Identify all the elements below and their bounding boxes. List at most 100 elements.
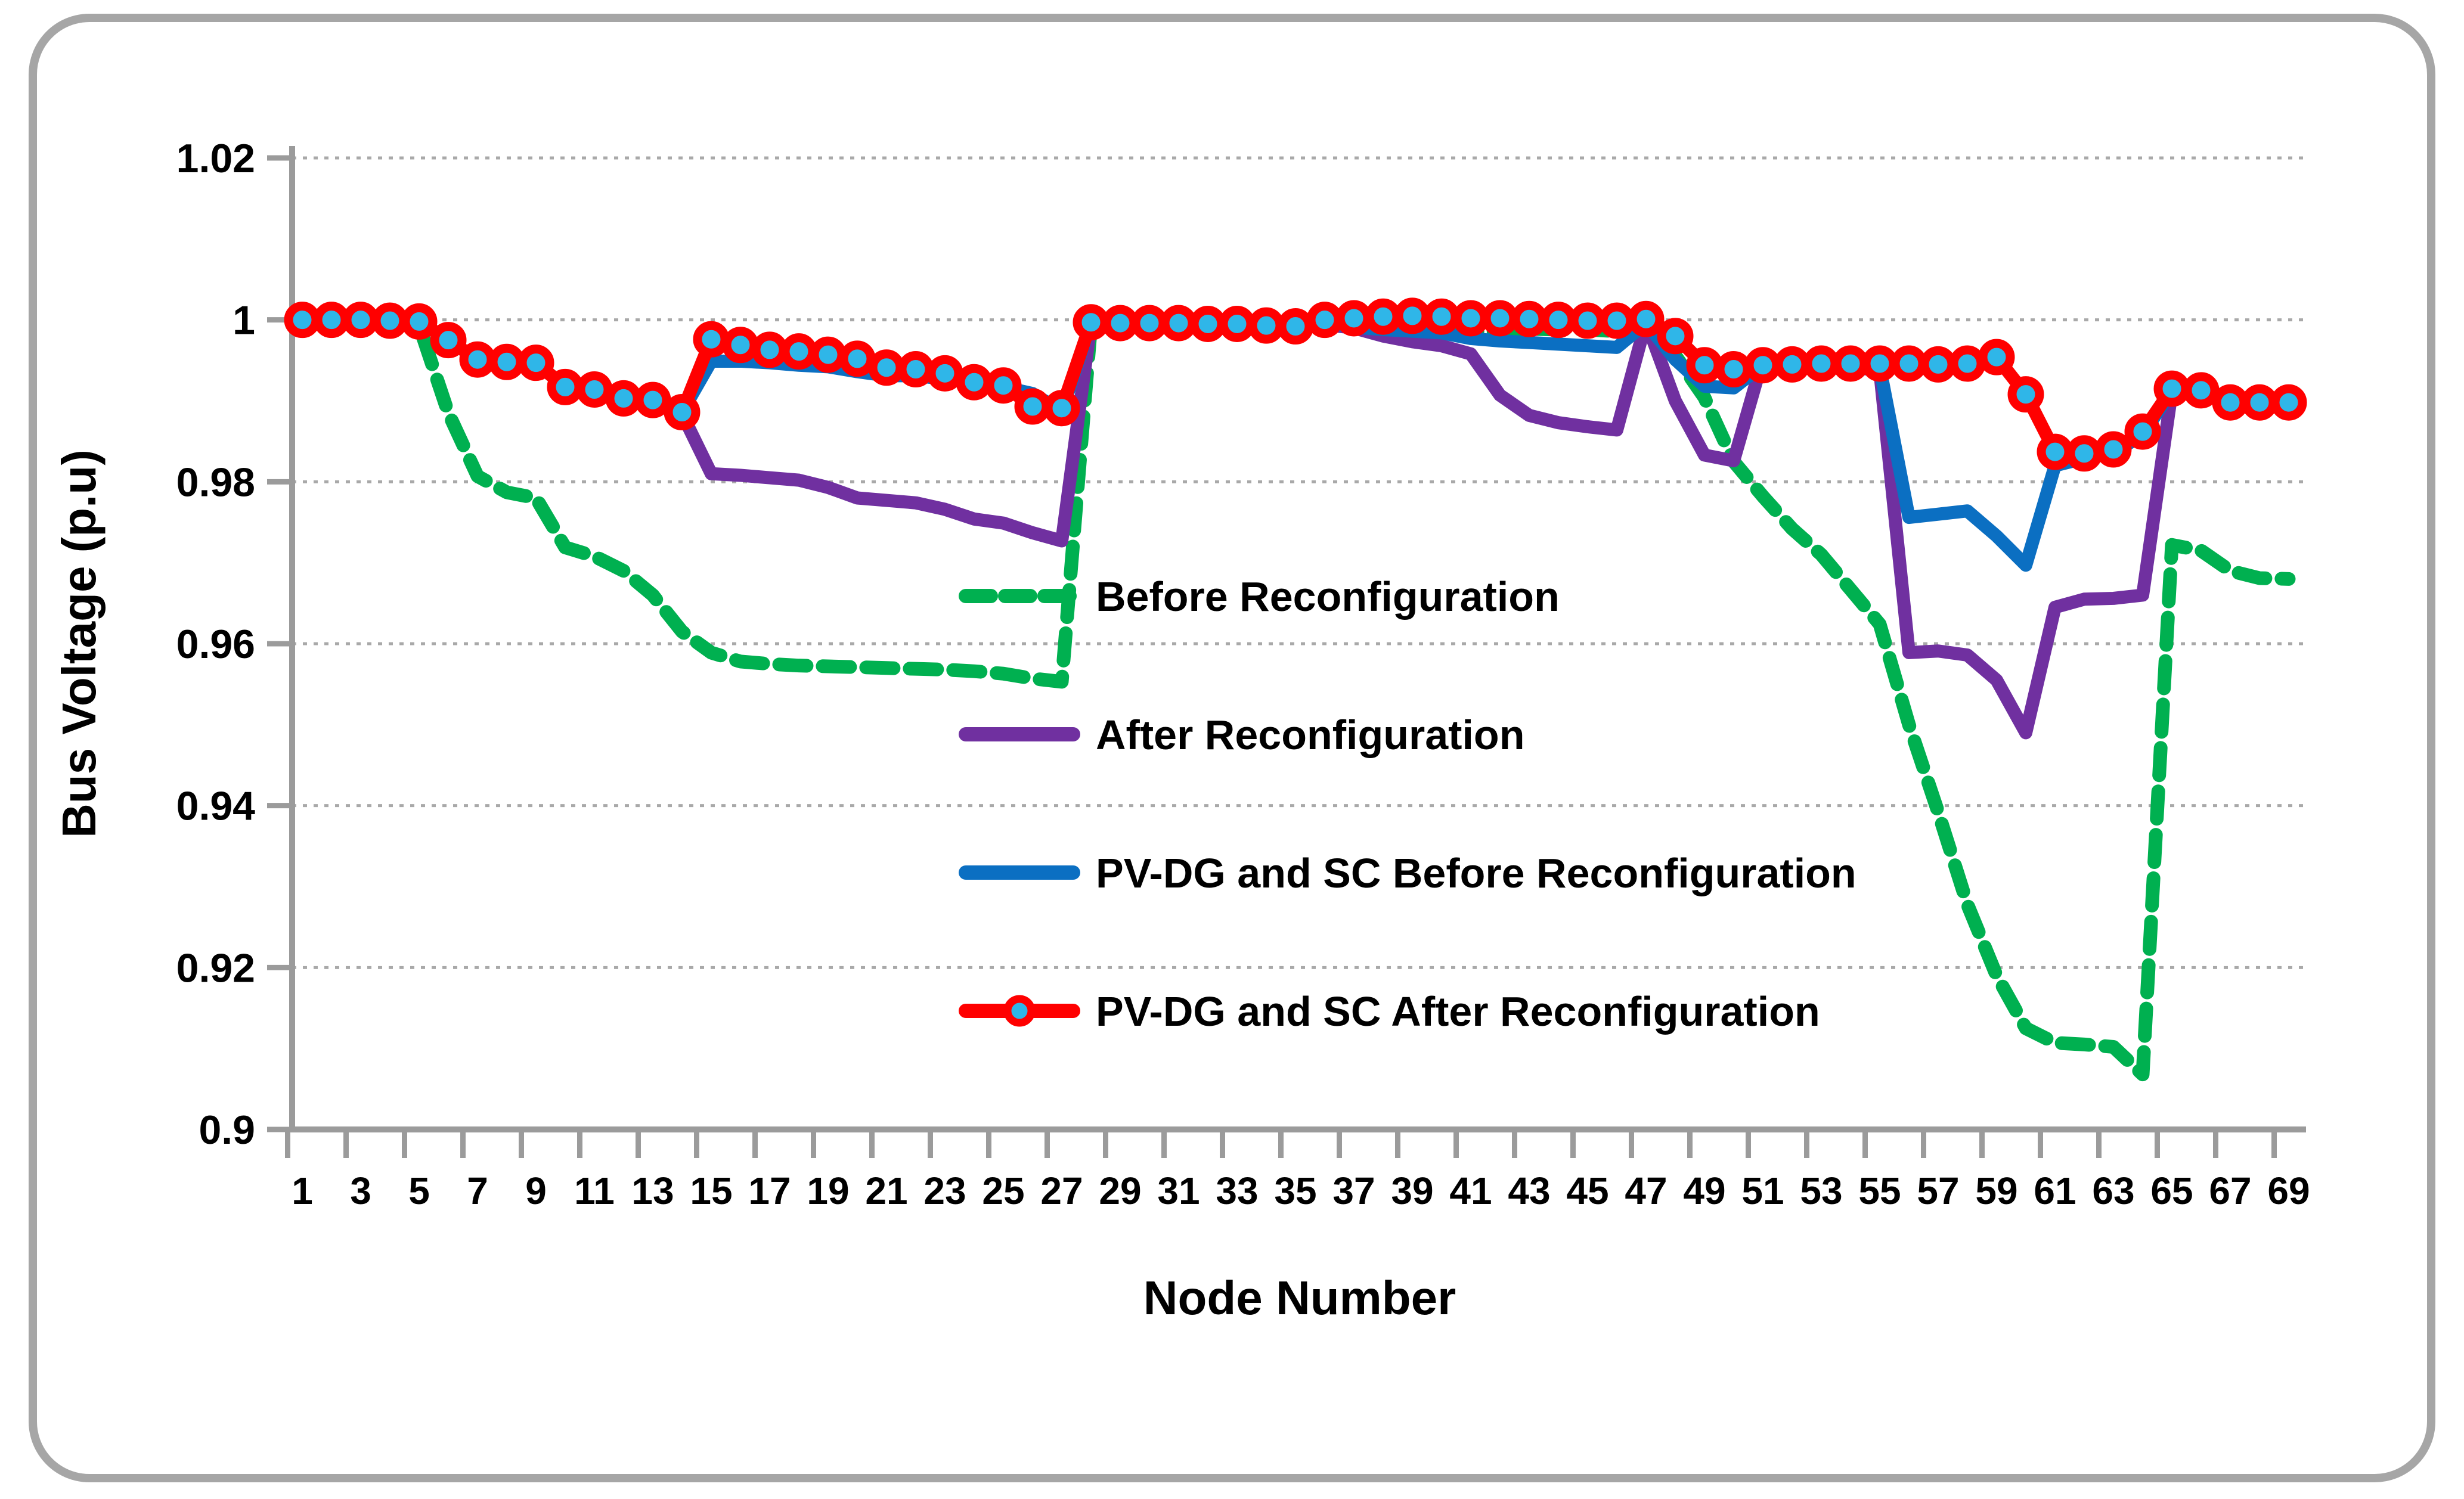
x-tick-label: 65	[2150, 1169, 2193, 1212]
x-tick-label: 19	[807, 1169, 849, 1212]
x-tick-label: 51	[1741, 1169, 1784, 1212]
legend-item: PV-DG and SC After Reconfiguration	[959, 988, 1820, 1035]
series-marker	[313, 302, 350, 339]
series-marker	[1598, 302, 1635, 339]
x-tick-label: 7	[467, 1169, 488, 1212]
series-marker	[664, 394, 701, 431]
series-marker	[2066, 435, 2103, 472]
series-marker	[1978, 339, 2015, 375]
series-marker	[1277, 308, 1314, 345]
series-marker	[2124, 413, 2161, 450]
x-tick-label: 47	[1625, 1169, 1667, 1212]
series-marker	[2037, 433, 2074, 470]
series-marker	[1861, 345, 1898, 382]
series-marker	[342, 302, 379, 339]
series-marker	[1628, 300, 1665, 337]
x-tick-label: 11	[574, 1169, 615, 1212]
series-marker	[1014, 388, 1051, 425]
series-marker	[1744, 347, 1781, 384]
series-marker	[985, 367, 1022, 404]
legend-label: PV-DG and SC Before Reconfiguration	[1096, 850, 1856, 896]
series-marker	[459, 341, 496, 378]
x-tick-label: 45	[1566, 1169, 1608, 1212]
x-tick-label: 27	[1040, 1169, 1083, 1212]
series-marker	[2007, 376, 2044, 413]
data-series	[284, 297, 2307, 1082]
y-axis-title: Bus Voltage (p.u)	[52, 449, 106, 838]
legend-item: PV-DG and SC Before Reconfiguration	[959, 850, 1856, 896]
series-marker	[1394, 297, 1431, 334]
series-marker	[1803, 345, 1840, 382]
series-marker	[1452, 300, 1489, 337]
chart-legend: Before Reconfiguration After Reconfigurat…	[959, 573, 1856, 1035]
legend-item: After Reconfiguration	[959, 712, 1524, 758]
series-marker	[897, 351, 934, 388]
y-tick-label: 1.02	[176, 136, 255, 181]
x-tick-label: 57	[1917, 1169, 1959, 1212]
series-marker	[1890, 345, 1927, 382]
y-tick-label: 0.9	[199, 1107, 255, 1153]
x-tick-label: 69	[2267, 1169, 2310, 1212]
y-tick-label: 1	[233, 298, 255, 343]
series-marker	[1511, 300, 1548, 337]
x-tick-label: 39	[1391, 1169, 1433, 1212]
x-tick-label: 61	[2034, 1169, 2076, 1212]
series-marker	[1073, 304, 1109, 341]
series-marker	[1160, 305, 1197, 342]
x-tick-label: 1	[292, 1169, 313, 1212]
x-tick-label: 59	[1975, 1169, 2017, 1212]
series-marker	[1043, 390, 1080, 427]
x-tick-label: 3	[350, 1169, 371, 1212]
series-marker	[751, 331, 788, 368]
series-marker	[926, 355, 963, 392]
series-marker	[1131, 305, 1168, 342]
rounded-border	[29, 14, 2435, 1482]
legend-label: PV-DG and SC After Reconfiguration	[1096, 988, 1820, 1035]
series-marker	[547, 368, 584, 405]
legend-label: After Reconfiguration	[1096, 712, 1524, 758]
series-marker	[1219, 305, 1256, 342]
y-tick-label: 0.92	[176, 945, 255, 991]
x-tick-label: 17	[748, 1169, 791, 1212]
series-marker	[576, 371, 613, 408]
series-marker	[1335, 300, 1372, 337]
series-marker	[517, 345, 554, 381]
series-marker	[722, 327, 759, 364]
series-marker	[401, 303, 438, 340]
series-marker	[1306, 302, 1343, 339]
series-marker	[1423, 298, 1460, 335]
x-axis-title: Node Number	[1143, 1271, 1456, 1324]
series-marker	[2095, 431, 2132, 468]
series-marker	[2183, 372, 2220, 409]
y-tick-label: 0.94	[176, 784, 256, 829]
series-marker	[634, 381, 671, 418]
series-marker	[1365, 298, 1402, 335]
series-marker	[1102, 305, 1139, 342]
x-tick-label: 29	[1099, 1169, 1141, 1212]
x-tick-label: 55	[1858, 1169, 1901, 1212]
series-marker	[2241, 384, 2278, 421]
x-tick-label: 37	[1332, 1169, 1375, 1212]
x-tick-label: 33	[1216, 1169, 1258, 1212]
gridlines	[292, 156, 2306, 969]
legend-label: Before Reconfiguration	[1096, 573, 1560, 620]
x-tick-label: 41	[1449, 1169, 1492, 1212]
x-tick-label: 9	[525, 1169, 547, 1212]
series-marker	[1949, 345, 1986, 382]
series-marker	[1686, 347, 1723, 384]
series-marker	[868, 349, 905, 386]
x-tick-label: 21	[865, 1169, 907, 1212]
legend-item: Before Reconfiguration	[959, 573, 1560, 620]
x-tick-label: 13	[631, 1169, 674, 1212]
x-tick-label: 63	[2092, 1169, 2134, 1212]
series-marker	[2153, 370, 2190, 407]
series-marker	[1482, 300, 1518, 337]
series-marker	[810, 336, 847, 373]
series-marker	[371, 302, 408, 339]
series-marker	[605, 380, 642, 417]
series-marker	[1657, 318, 1694, 355]
